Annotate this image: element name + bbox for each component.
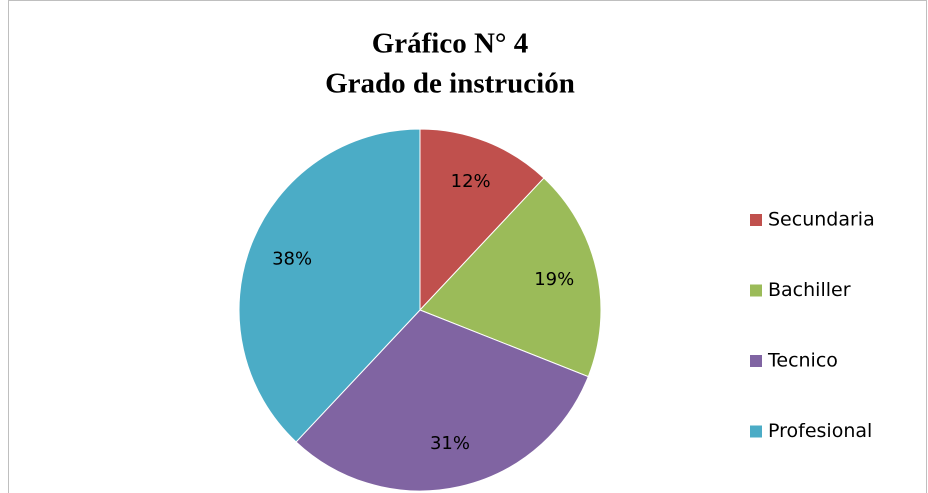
data-label: 19% [534,269,574,290]
legend-label: Profesional [768,420,872,442]
legend-swatch [750,355,762,367]
legend-label: Tecnico [767,350,838,372]
pie-slice [419,128,545,312]
data-label: 38% [272,248,312,269]
legend-swatch [750,214,762,226]
legend-label: Secundaria [768,209,875,231]
chart-subtitle: Grado de instrución [325,68,575,100]
chart-title: Gráfico N° 4 [372,28,529,60]
data-label: 31% [430,433,470,454]
pie-slice [238,128,421,443]
pie-slice [295,309,589,492]
legend-swatch [750,425,762,438]
data-label: 12% [451,171,491,192]
pie-slice [419,177,602,378]
legend-label: Bachiller [768,279,851,301]
legend-swatch [750,284,762,297]
